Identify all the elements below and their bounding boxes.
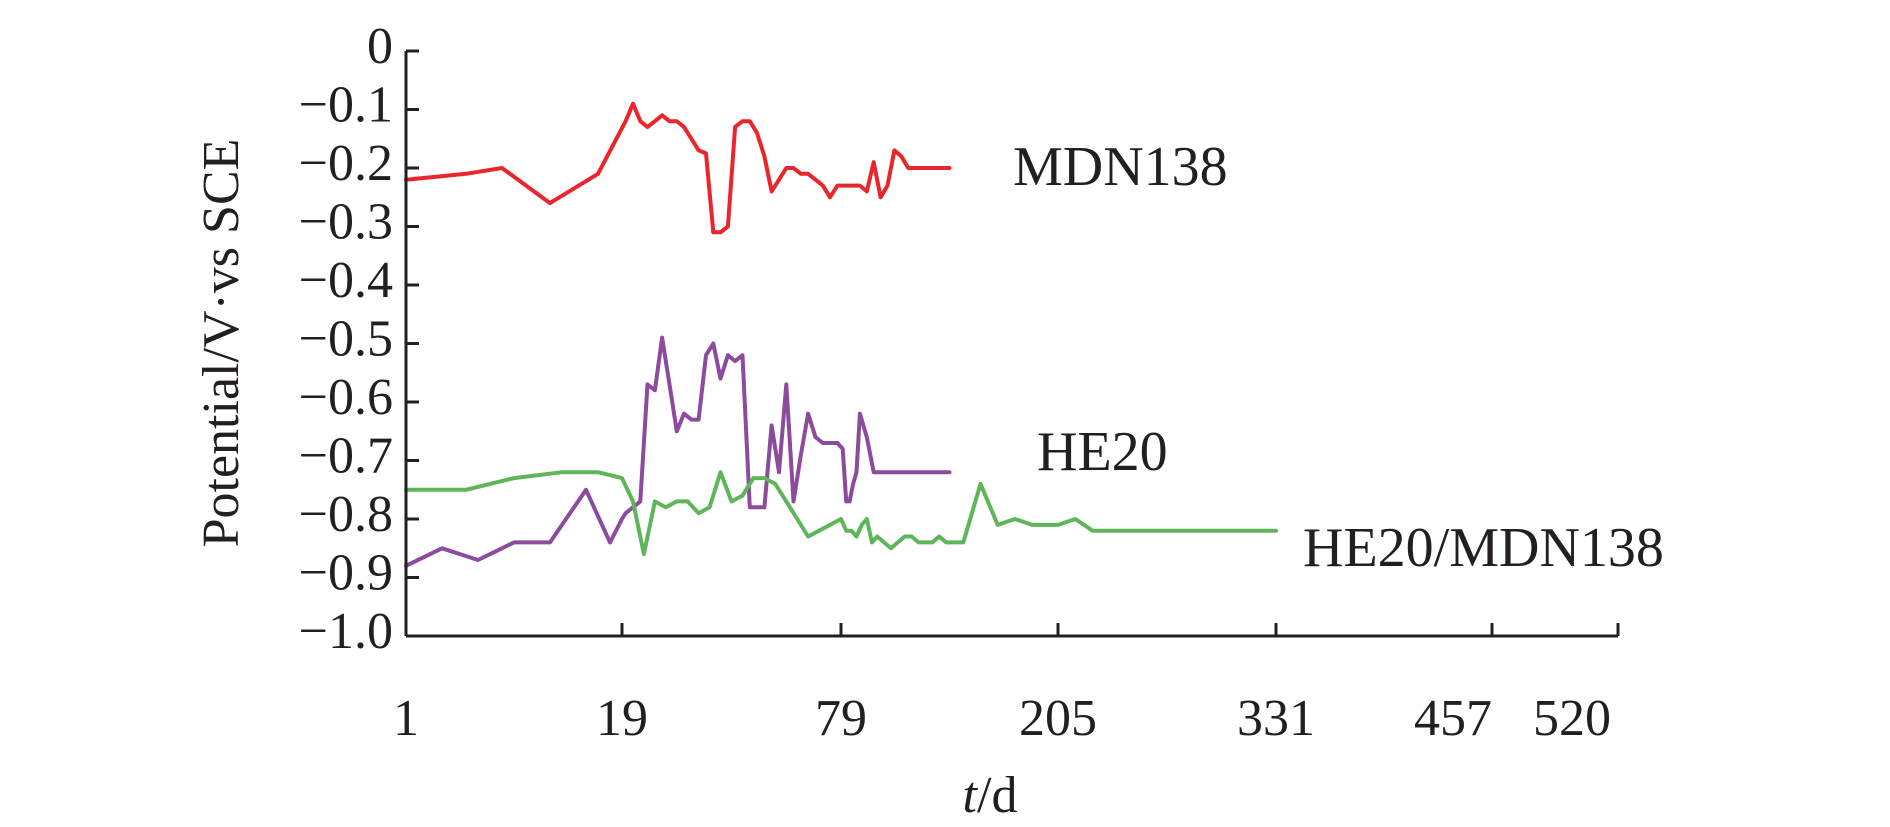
- y-axis-title: Potential/V·vs SCE: [193, 139, 250, 548]
- x-ticks: 1 19 79 205 331 457 520: [393, 623, 1620, 747]
- y-tick-label: −0.4: [299, 252, 393, 309]
- y-tick-label: −0.9: [299, 544, 393, 601]
- series-line-mdn138: [404, 101, 952, 235]
- plot-area: [404, 101, 1278, 568]
- x-tick-label: 79: [815, 690, 867, 747]
- series-label-mdn138: MDN138: [1013, 136, 1228, 198]
- x-axis-title-unit: /d: [977, 767, 1017, 824]
- y-ticks: 0−0.1−0.2−0.3−0.4−0.5−0.6−0.7−0.8−0.9−1.…: [299, 18, 419, 660]
- y-tick-label: −1.0: [299, 603, 393, 660]
- y-tick-label: −0.5: [299, 310, 393, 367]
- y-tick-label: −0.3: [299, 193, 393, 250]
- y-tick-label: −0.2: [299, 135, 393, 192]
- series-label-he20-mdn138: HE20/MDN138: [1303, 517, 1664, 579]
- x-tick-label: 331: [1237, 690, 1315, 747]
- y-tick-label: −0.1: [299, 76, 393, 133]
- y-tick-label: −0.8: [299, 486, 393, 543]
- x-tick-label: 205: [1019, 690, 1097, 747]
- series-label-he20: HE20: [1037, 421, 1168, 483]
- series-line-he20-mdn138: [404, 470, 1278, 557]
- x-axis-title: t/d: [963, 767, 1018, 824]
- x-tick-label: 457: [1414, 690, 1492, 747]
- x-tick-label: 19: [596, 690, 648, 747]
- y-tick-label: −0.6: [299, 369, 393, 426]
- y-tick-label: 0: [367, 18, 393, 75]
- x-tick-label: 520: [1533, 690, 1611, 747]
- y-tick-label: −0.7: [299, 427, 393, 484]
- x-tick-label: 1: [393, 690, 419, 747]
- x-axis-title-var: t: [963, 767, 979, 824]
